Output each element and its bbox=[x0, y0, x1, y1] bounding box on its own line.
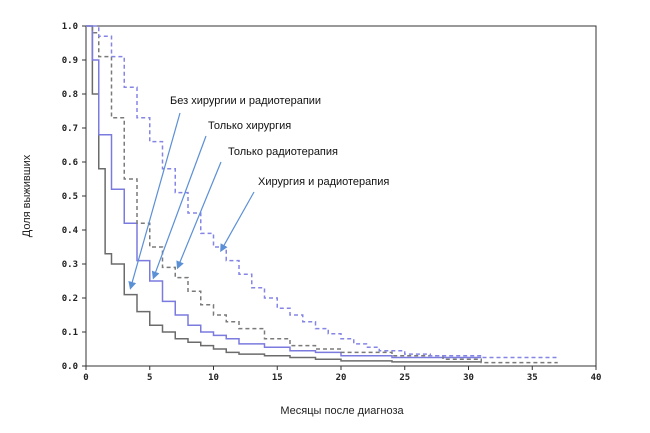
y-axis-label: Доля выживших bbox=[21, 154, 33, 237]
y-tick-label: 0.6 bbox=[62, 158, 78, 168]
x-tick-label: 0 bbox=[83, 373, 88, 383]
annotation-label-both: Хирургия и радиотерапия bbox=[258, 176, 389, 188]
y-tick-label: 0.5 bbox=[62, 192, 78, 202]
x-tick-label: 15 bbox=[272, 373, 283, 383]
y-tick-label: 0.1 bbox=[62, 328, 78, 338]
y-tick-label: 0.7 bbox=[62, 124, 78, 134]
y-tick-label: 0.8 bbox=[62, 90, 78, 100]
y-tick-label: 0.0 bbox=[62, 362, 78, 372]
survival-curve-radio bbox=[86, 25, 558, 364]
annotation-arrow-radio bbox=[176, 161, 222, 270]
annotation-label-radio: Только радиотерапия bbox=[228, 146, 338, 158]
annotation-label-surgery: Только хирургия bbox=[208, 120, 291, 132]
survival-curve-both bbox=[86, 25, 558, 359]
y-tick-label: 0.4 bbox=[62, 226, 79, 236]
annotation-arrow-surgery bbox=[151, 135, 207, 280]
survival-curve-none bbox=[86, 25, 482, 363]
x-tick-label: 10 bbox=[208, 373, 219, 383]
x-tick-label: 5 bbox=[147, 373, 152, 383]
x-tick-label: 25 bbox=[399, 373, 410, 383]
plot-frame bbox=[85, 25, 597, 367]
y-tick-label: 0.3 bbox=[62, 260, 78, 270]
x-tick-label: 40 bbox=[591, 373, 602, 383]
y-tick-label: 0.9 bbox=[62, 56, 78, 66]
y-tick-label: 1.0 bbox=[62, 22, 78, 32]
x-tick-label: 35 bbox=[527, 373, 538, 383]
annotation-arrow-both bbox=[220, 191, 255, 253]
x-axis-label: Месяцы после диагноза bbox=[280, 405, 404, 417]
annotation-arrow-none bbox=[128, 112, 181, 290]
x-tick-label: 20 bbox=[336, 373, 347, 383]
survival-curve-surgery bbox=[86, 25, 482, 359]
annotation-label-none: Без хирургии и радиотерапии bbox=[170, 95, 321, 107]
y-tick-label: 0.2 bbox=[62, 294, 78, 304]
x-tick-label: 30 bbox=[463, 373, 474, 383]
